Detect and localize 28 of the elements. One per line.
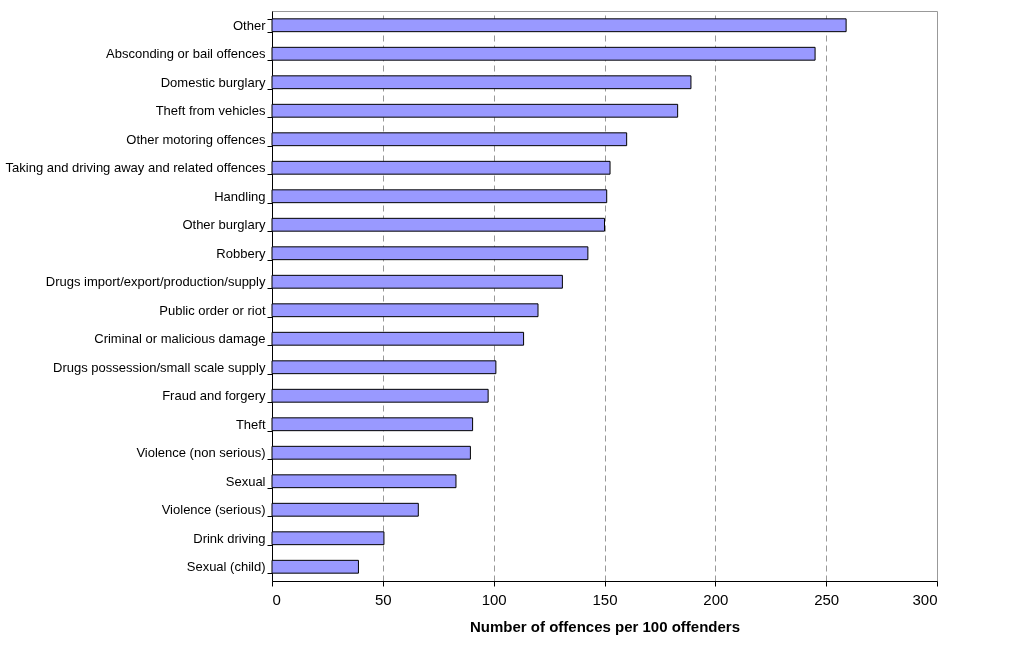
y-tick-label: Violence (non serious) [136, 445, 266, 461]
y-tick-label: Criminal or malicious damage [94, 331, 266, 347]
y-tick-label: Other [232, 17, 267, 33]
y-tick-label: Other motoring offences [126, 131, 266, 147]
y-tick-label: Taking and driving away and related offences [5, 160, 266, 176]
y-tick-label: Other burglary [182, 217, 266, 233]
y-tick-label: Domestic burglary [160, 74, 266, 90]
y-tick-label: Drugs import/export/production/supply [45, 274, 266, 290]
y-tick-label: Sexual [225, 473, 266, 489]
y-tick-label: Theft [235, 416, 266, 432]
x-tick-label: 50 [374, 590, 392, 608]
x-tick-label: 250 [814, 590, 840, 608]
y-tick-label: Fraud and forgery [162, 388, 266, 404]
y-tick-label: Violence (serious) [161, 502, 266, 518]
x-tick-label: 0 [272, 590, 281, 608]
y-tick-label: Theft from vehicles [155, 103, 266, 119]
y-tick-label: Drugs possession/small scale supply [53, 359, 266, 375]
y-tick-label: Robbery [216, 245, 266, 261]
y-tick-label: Drink driving [193, 530, 266, 546]
y-tick-label: Handling [214, 188, 266, 204]
x-tick-label: 300 [912, 590, 938, 608]
x-tick-label: 200 [703, 590, 729, 608]
y-tick-label: Sexual (child) [186, 559, 266, 575]
x-tick-label: 150 [592, 590, 618, 608]
y-tick-label: Public order or riot [159, 302, 266, 318]
x-tick-label: 100 [481, 590, 507, 608]
x-axis-title: Number of offences per 100 offenders [469, 617, 741, 635]
y-tick-label: Absconding or bail offences [106, 46, 266, 62]
